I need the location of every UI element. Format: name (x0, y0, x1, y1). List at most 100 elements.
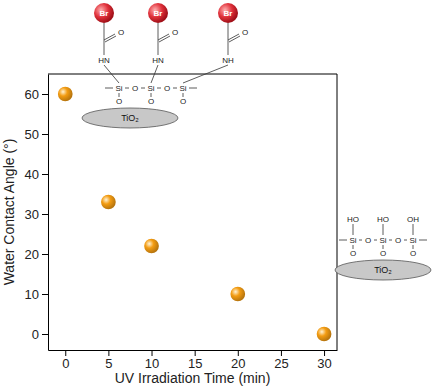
inset-after: SiOSiOSiOOOTiO₂HOHOOH (335, 215, 431, 281)
tick-label: 5 (105, 356, 112, 371)
tick-label: 10 (145, 356, 159, 371)
tick-mark (281, 350, 282, 356)
inset-label: NH (222, 56, 234, 65)
bond (104, 65, 119, 83)
inset-label: Si (179, 84, 186, 93)
inset-label: Br (100, 9, 109, 18)
inset-label: O (148, 97, 154, 106)
tick-label: 0 (62, 356, 69, 371)
bond (183, 65, 228, 83)
y-axis-title: Water Contact Angle (°) (1, 139, 17, 286)
tick: 10 (145, 350, 159, 371)
tick-mark (108, 350, 109, 356)
tick: 50 (25, 127, 48, 142)
tick-mark (42, 174, 48, 175)
tick-label: 25 (274, 356, 288, 371)
tick-mark (42, 134, 48, 135)
inset-label: Br (154, 9, 163, 18)
inset-label: HN (98, 56, 110, 65)
tick-label: 10 (25, 287, 39, 302)
bond (383, 224, 384, 235)
point (144, 239, 159, 254)
tick-label: 15 (188, 356, 202, 371)
inset-before: SiOSiOSiOOOTiO₂HNOBrHNOBrNHOBr (82, 3, 248, 128)
inset-label: O (380, 249, 386, 258)
particle (335, 260, 431, 280)
bond (105, 36, 116, 42)
label-bg (347, 235, 359, 245)
inset-label: Si (349, 236, 356, 245)
bond (158, 23, 159, 40)
tick-label: 60 (25, 87, 39, 102)
tick: 15 (188, 350, 202, 371)
inset-label: Si (409, 236, 416, 245)
tick-mark (65, 350, 66, 356)
points (58, 87, 332, 342)
tick-label: 40 (25, 167, 39, 182)
tick: 25 (274, 350, 288, 371)
inset-label: O (365, 236, 371, 245)
br-ball (218, 3, 238, 23)
label-bg (362, 235, 374, 245)
tick: 30 (317, 350, 331, 371)
inset-label: O (132, 84, 138, 93)
tick-mark (42, 294, 48, 295)
inset-label: O (242, 28, 248, 37)
tick-label: 20 (231, 356, 245, 371)
bond (104, 40, 105, 55)
x-axis: 0 5 10 15 20 25 30 (49, 350, 338, 371)
tick-mark (42, 214, 48, 215)
inset-label: O (350, 249, 356, 258)
bond (104, 23, 105, 40)
bond (158, 40, 159, 55)
tick-label: 30 (25, 207, 39, 222)
inset-label: TiO₂ (374, 265, 392, 275)
tick: 60 (25, 87, 48, 102)
label-bg (177, 83, 189, 93)
label-bg (129, 83, 141, 93)
particle (82, 108, 178, 128)
tick-mark (195, 350, 196, 356)
inset-label: O (180, 97, 186, 106)
inset-label: HO (377, 215, 389, 224)
axis-line (49, 350, 338, 351)
x-axis-title: UV Irradiation Time (min) (115, 370, 271, 386)
label-bg (161, 83, 173, 93)
tick-label: 30 (317, 356, 331, 371)
tick-mark (238, 350, 239, 356)
tick-mark (42, 334, 48, 335)
inset-label: HO (347, 215, 359, 224)
bond (151, 65, 158, 83)
point (101, 195, 116, 210)
inset-label: Si (147, 84, 154, 93)
plot: 0 5 10 15 20 25 300 10 20 30 40 50 60 (25, 74, 338, 371)
bond (159, 36, 170, 42)
label-bg (392, 235, 404, 245)
bond (413, 224, 414, 235)
bond (353, 224, 354, 235)
label-bg (407, 235, 419, 245)
tick: 20 (25, 247, 48, 262)
point (230, 287, 245, 302)
inset-label: Si (115, 84, 122, 93)
inset-label: OH (407, 215, 419, 224)
inset-label: Si (379, 236, 386, 245)
tick-mark (324, 350, 325, 356)
br-ball (148, 3, 168, 23)
tick: 10 (25, 287, 48, 302)
inset-label: O (172, 28, 178, 37)
bond (228, 40, 229, 55)
bond (228, 23, 229, 40)
inset-label: O (118, 28, 124, 37)
tick: 0 (62, 350, 69, 371)
tick-mark (42, 254, 48, 255)
inset-label: Br (224, 9, 233, 18)
inset-label: O (410, 249, 416, 258)
tick-label: 20 (25, 247, 39, 262)
label-bg (145, 83, 157, 93)
axis-line (48, 75, 49, 351)
y-axis: 0102030405060 (25, 75, 49, 351)
tick: 5 (105, 350, 112, 371)
tick: 20 (231, 350, 245, 371)
point (317, 327, 332, 342)
